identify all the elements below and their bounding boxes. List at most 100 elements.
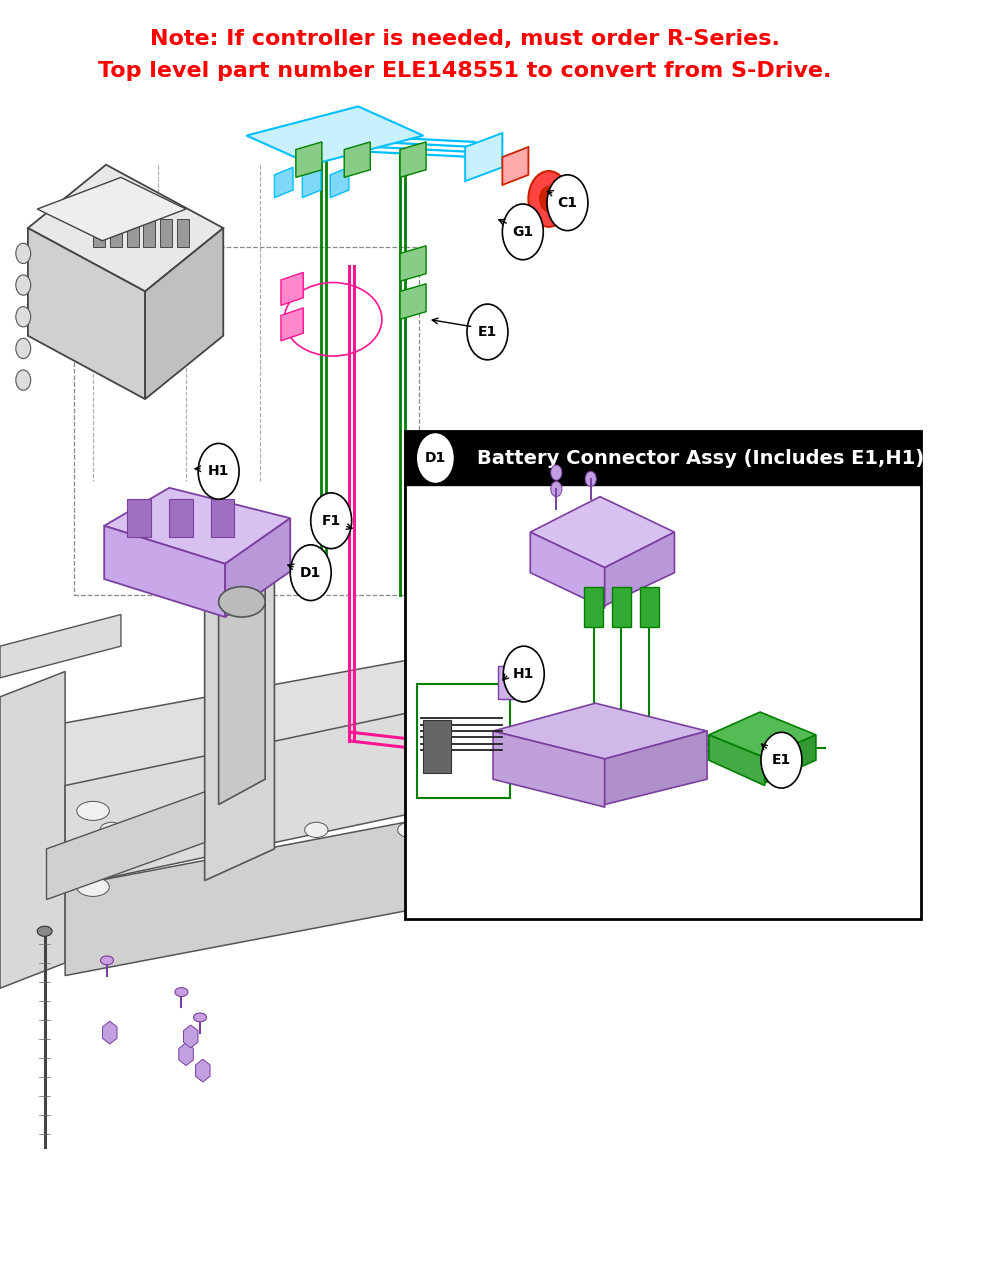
Polygon shape <box>493 731 605 807</box>
Text: H1: H1 <box>208 464 229 479</box>
Bar <box>127 499 151 537</box>
Polygon shape <box>502 147 528 185</box>
Circle shape <box>547 175 588 231</box>
Ellipse shape <box>219 587 265 617</box>
Text: D1: D1 <box>300 565 321 580</box>
Circle shape <box>503 646 544 702</box>
Polygon shape <box>0 646 484 849</box>
Circle shape <box>311 493 352 549</box>
Polygon shape <box>47 792 205 900</box>
Text: H1: H1 <box>513 666 534 682</box>
Polygon shape <box>65 697 484 887</box>
Bar <box>160 219 172 247</box>
Polygon shape <box>605 731 707 805</box>
Bar <box>498 666 518 699</box>
Bar <box>711 772 739 784</box>
Polygon shape <box>530 497 674 568</box>
Circle shape <box>502 204 543 260</box>
Text: G1: G1 <box>512 224 533 239</box>
Polygon shape <box>28 165 223 291</box>
Polygon shape <box>274 167 293 198</box>
Circle shape <box>528 171 569 227</box>
Bar <box>93 219 105 247</box>
Polygon shape <box>465 133 502 181</box>
Bar <box>110 219 122 247</box>
Ellipse shape <box>100 822 123 837</box>
Circle shape <box>16 370 31 390</box>
Text: Battery Connector Assy (Includes E1,H1): Battery Connector Assy (Includes E1,H1) <box>477 449 924 468</box>
Ellipse shape <box>100 955 113 965</box>
Polygon shape <box>281 308 303 341</box>
Text: D1: D1 <box>425 451 446 465</box>
Polygon shape <box>281 272 303 305</box>
Circle shape <box>16 275 31 295</box>
Polygon shape <box>530 532 605 608</box>
Polygon shape <box>400 142 426 177</box>
Bar <box>127 219 139 247</box>
Text: C1: C1 <box>557 195 577 210</box>
Polygon shape <box>0 672 65 988</box>
Text: E1: E1 <box>772 753 791 768</box>
Circle shape <box>16 307 31 327</box>
Circle shape <box>198 443 239 499</box>
Bar <box>169 499 193 537</box>
Bar <box>74 247 419 595</box>
Circle shape <box>551 481 562 497</box>
Bar <box>405 431 921 485</box>
Bar <box>612 587 631 627</box>
Bar <box>711 807 739 820</box>
Bar <box>584 587 603 627</box>
Polygon shape <box>225 518 290 617</box>
Text: E1: E1 <box>478 324 497 340</box>
Polygon shape <box>104 488 290 564</box>
Polygon shape <box>707 740 744 850</box>
Polygon shape <box>493 703 707 759</box>
Polygon shape <box>247 106 423 165</box>
Polygon shape <box>219 576 265 805</box>
Polygon shape <box>709 735 765 786</box>
Polygon shape <box>709 712 816 758</box>
Polygon shape <box>145 228 223 399</box>
Polygon shape <box>104 526 225 617</box>
Polygon shape <box>302 167 321 198</box>
Text: Top level part number ELE148551 to convert from S-Drive.: Top level part number ELE148551 to conve… <box>98 61 832 81</box>
Polygon shape <box>205 532 274 881</box>
Polygon shape <box>605 532 674 606</box>
Circle shape <box>540 186 558 212</box>
Polygon shape <box>28 228 145 399</box>
Circle shape <box>290 545 331 601</box>
Bar <box>143 219 155 247</box>
Bar <box>423 720 451 773</box>
Circle shape <box>551 465 562 480</box>
Polygon shape <box>0 614 121 678</box>
Ellipse shape <box>194 1014 207 1021</box>
Bar <box>640 587 659 627</box>
Bar <box>177 219 189 247</box>
Bar <box>417 684 510 798</box>
Text: Note: If controller is needed, must order R-Series.: Note: If controller is needed, must orde… <box>150 29 780 49</box>
Circle shape <box>663 748 676 765</box>
Ellipse shape <box>305 822 328 837</box>
Polygon shape <box>296 142 322 177</box>
Ellipse shape <box>193 822 216 837</box>
Circle shape <box>677 767 690 784</box>
Polygon shape <box>344 142 370 177</box>
Circle shape <box>585 471 596 487</box>
Ellipse shape <box>175 988 188 996</box>
Circle shape <box>761 732 802 788</box>
Ellipse shape <box>77 839 109 859</box>
Polygon shape <box>65 811 465 976</box>
Bar <box>405 431 921 919</box>
Ellipse shape <box>77 877 109 897</box>
Bar <box>211 499 234 537</box>
Polygon shape <box>400 284 426 319</box>
Circle shape <box>689 787 702 805</box>
Polygon shape <box>330 167 349 198</box>
Polygon shape <box>400 246 426 281</box>
Bar <box>711 789 739 802</box>
Circle shape <box>467 304 508 360</box>
Ellipse shape <box>77 802 109 821</box>
Circle shape <box>16 338 31 359</box>
Polygon shape <box>765 735 816 783</box>
Bar <box>711 754 739 767</box>
